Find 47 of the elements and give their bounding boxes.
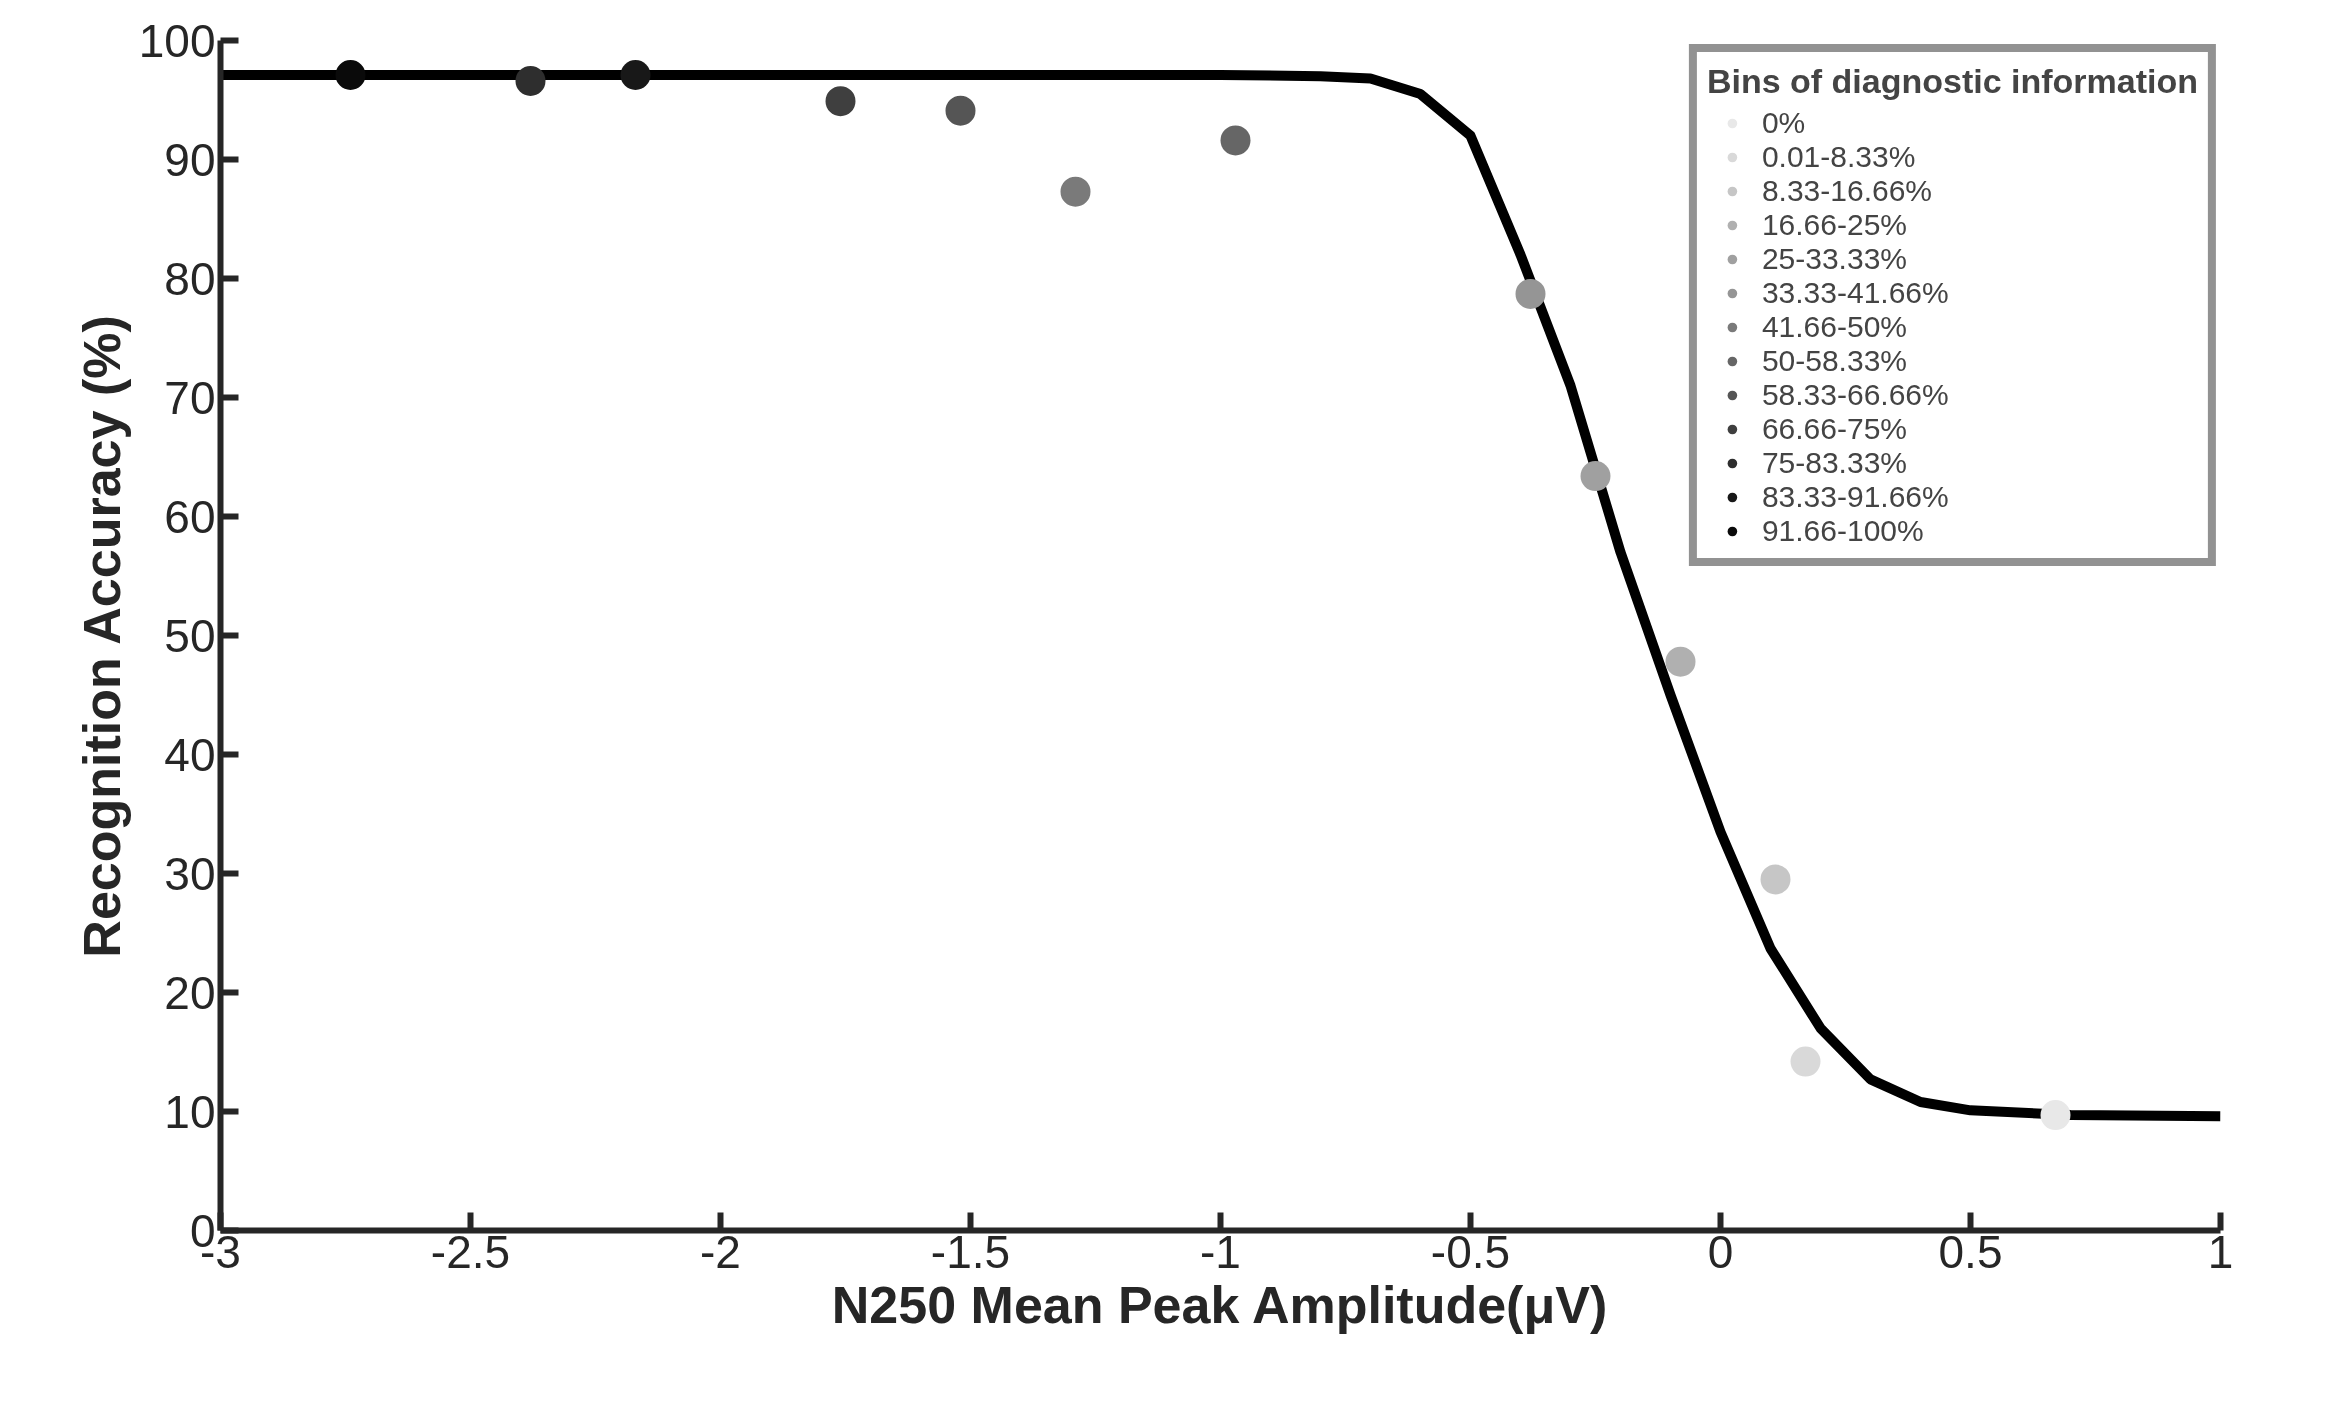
legend-label: 83.33-91.66% [1761, 480, 1949, 514]
y-tick-label: 20 [164, 966, 216, 1019]
x-tick-label: -1.5 [930, 1225, 1011, 1278]
legend-label: 8.33-16.66% [1761, 174, 1933, 208]
x-tick-label: -1 [1200, 1225, 1241, 1278]
legend-label: 41.66-50% [1761, 310, 1907, 344]
legend-title: Bins of diagnostic information [1706, 62, 2198, 101]
x-tick-label: -0.5 [1430, 1225, 1511, 1278]
y-tick-label: 60 [164, 490, 216, 543]
point [1060, 176, 1091, 207]
point [335, 60, 366, 90]
x-tick-label: -2.5 [430, 1225, 511, 1278]
legend-label: 75-83.33% [1761, 446, 1907, 480]
point [620, 60, 651, 90]
legend-label: 0% [1761, 106, 1806, 140]
y-tick-label: 90 [164, 133, 216, 186]
legend-label: 33.33-41.66% [1761, 276, 1949, 310]
y-axis-title: Recognition Accuracy (%) [72, 315, 131, 958]
point [945, 95, 976, 126]
point [1790, 1046, 1821, 1077]
legend-label: 0.01-8.33% [1761, 140, 1916, 174]
point [1220, 125, 1251, 156]
point [515, 65, 546, 96]
legend-label: 58.33-66.66% [1761, 378, 1949, 412]
legend-label: 66.66-75% [1761, 412, 1907, 446]
x-tick-label: 0.5 [1938, 1225, 2003, 1278]
legend-label: 16.66-25% [1761, 208, 1907, 242]
y-tick-label: 50 [164, 609, 216, 662]
point [1515, 279, 1546, 309]
legend-label: 25-33.33% [1761, 242, 1907, 276]
point [825, 86, 856, 117]
y-tick-label: 30 [164, 847, 216, 900]
point [1580, 461, 1611, 492]
y-tick-label: 100 [138, 14, 216, 67]
x-axis-title: N250 Mean Peak Amplitude(μV) [831, 1275, 1608, 1334]
point [2040, 1100, 2071, 1131]
y-tick-label: 40 [164, 728, 216, 781]
x-tick-label: -2 [700, 1225, 741, 1278]
y-tick-label: 70 [164, 371, 216, 424]
y-tick-label: 80 [164, 252, 216, 305]
legend-label: 50-58.33% [1761, 344, 1907, 378]
x-tick-label: 0 [1707, 1225, 1734, 1278]
y-tick-label: 10 [164, 1085, 216, 1138]
point [1665, 646, 1696, 677]
legend-label: 91.66-100% [1761, 514, 1924, 548]
point [1760, 864, 1791, 895]
x-tick-label: 1 [2207, 1225, 2234, 1278]
